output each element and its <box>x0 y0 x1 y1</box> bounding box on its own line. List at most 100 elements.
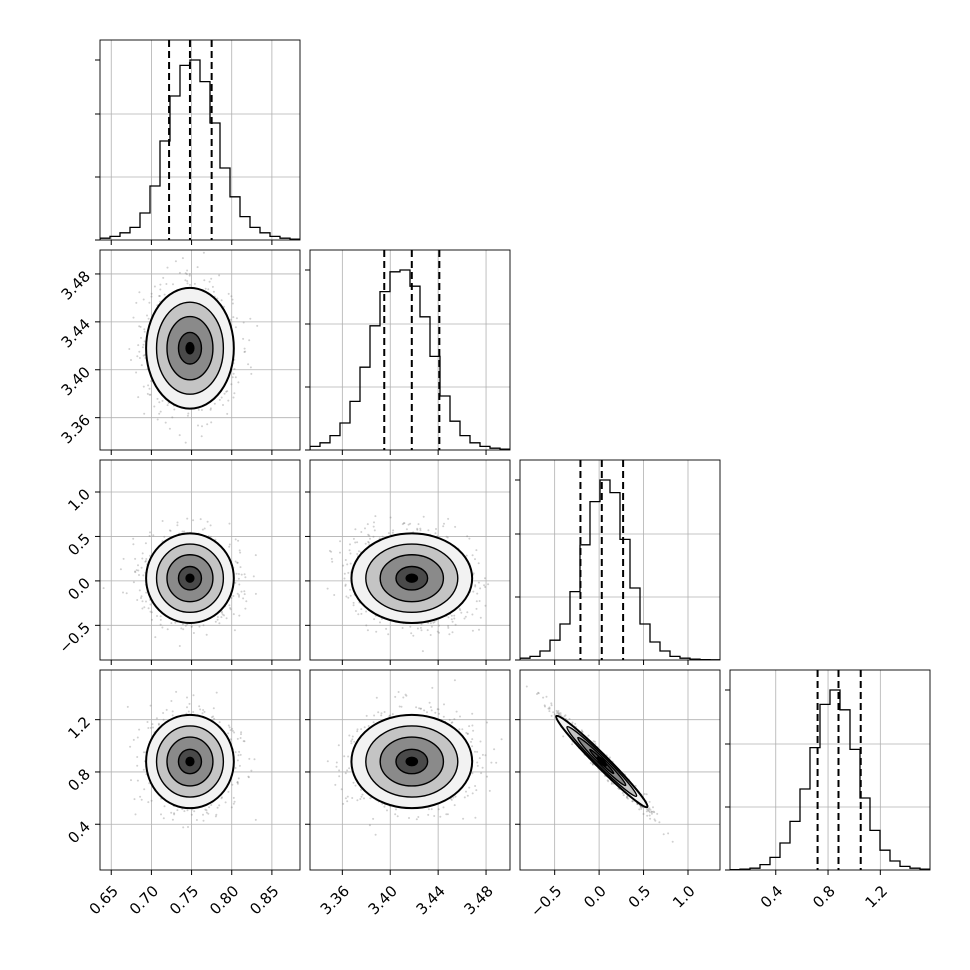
sample-point <box>235 317 238 320</box>
sample-point <box>249 317 252 320</box>
sample-point <box>146 392 149 395</box>
sample-point <box>209 408 212 411</box>
sample-point <box>453 614 456 617</box>
sample-point <box>145 558 148 560</box>
sample-point <box>158 401 161 404</box>
scatter-panel-2-1 <box>305 459 511 665</box>
sample-point <box>417 523 420 526</box>
sample-point <box>183 530 186 533</box>
sample-point <box>349 594 352 597</box>
sample-point <box>232 613 235 616</box>
sample-point <box>150 292 153 295</box>
sample-point <box>347 571 350 574</box>
sample-point <box>231 783 234 786</box>
sample-point <box>432 621 435 624</box>
sample-point <box>347 596 350 599</box>
panel-frame <box>519 459 721 661</box>
sample-point <box>205 633 208 636</box>
sample-point <box>147 384 150 387</box>
sample-point <box>140 566 143 569</box>
sample-point <box>151 723 154 726</box>
sample-point <box>159 615 162 618</box>
sample-point <box>189 283 191 286</box>
sample-point <box>349 588 352 591</box>
panel-frame <box>309 249 511 451</box>
sample-point <box>218 622 221 625</box>
sample-point <box>173 408 176 411</box>
sample-point <box>409 625 412 628</box>
sample-point <box>366 629 369 632</box>
sample-point <box>445 535 448 538</box>
sample-point <box>372 525 375 528</box>
sample-point <box>346 563 349 566</box>
sample-point <box>148 534 151 537</box>
sample-point <box>387 633 390 636</box>
sample-point <box>156 615 158 617</box>
sample-point <box>134 570 136 573</box>
sample-point <box>234 581 237 584</box>
sample-point <box>344 559 347 561</box>
sample-point <box>475 607 478 610</box>
sample-point <box>184 624 187 627</box>
sample-point <box>474 585 477 588</box>
sample-point <box>442 525 445 528</box>
sample-point <box>349 562 352 565</box>
sample-point <box>328 549 331 552</box>
sample-point <box>141 600 144 603</box>
sample-point <box>234 326 237 329</box>
sample-point <box>450 614 453 617</box>
sample-point <box>214 620 217 623</box>
sample-point <box>460 611 463 614</box>
sample-point <box>474 558 476 561</box>
sample-point <box>352 537 355 540</box>
sample-point <box>150 611 153 614</box>
sample-point <box>331 560 334 563</box>
sample-point <box>451 620 454 623</box>
sample-point <box>367 541 370 544</box>
sample-point <box>477 562 480 565</box>
sample-point <box>343 572 346 575</box>
sample-point <box>477 581 480 584</box>
contour-line <box>145 286 235 410</box>
sample-point <box>198 625 201 628</box>
sample-point <box>166 266 169 269</box>
sample-point <box>203 279 206 282</box>
sample-point <box>156 418 159 421</box>
sample-point <box>143 412 146 415</box>
sample-point <box>379 621 381 624</box>
histogram-step <box>310 269 510 450</box>
sample-point <box>247 363 250 366</box>
sample-point <box>181 530 184 533</box>
sample-point <box>256 324 259 327</box>
sample-point <box>161 520 164 522</box>
sample-point <box>188 702 191 705</box>
sample-point <box>471 629 474 632</box>
sample-point <box>447 626 450 629</box>
sample-point <box>243 593 246 596</box>
sample-point <box>458 607 461 610</box>
sample-point <box>243 590 246 593</box>
sample-point <box>242 337 245 340</box>
sample-point <box>139 325 142 328</box>
sample-point <box>409 522 412 525</box>
contour-line <box>379 554 445 603</box>
sample-point <box>184 279 187 282</box>
sample-point <box>421 650 424 653</box>
sample-point <box>236 759 239 762</box>
sample-point <box>142 385 145 388</box>
panel-frame <box>99 459 301 661</box>
sample-point <box>192 711 195 713</box>
sample-point <box>221 796 223 799</box>
scatter-panel-2-0: −0.50.00.51.0 <box>56 459 301 665</box>
sample-point <box>454 623 457 626</box>
sample-point <box>212 290 215 293</box>
sample-point <box>213 402 216 405</box>
sample-point <box>447 625 450 627</box>
sample-point <box>367 533 370 536</box>
sample-point <box>471 554 474 557</box>
sample-point <box>140 336 142 339</box>
sample-point <box>209 535 212 538</box>
sample-point <box>247 776 250 779</box>
sample-point <box>185 273 188 276</box>
sample-point <box>357 613 360 616</box>
